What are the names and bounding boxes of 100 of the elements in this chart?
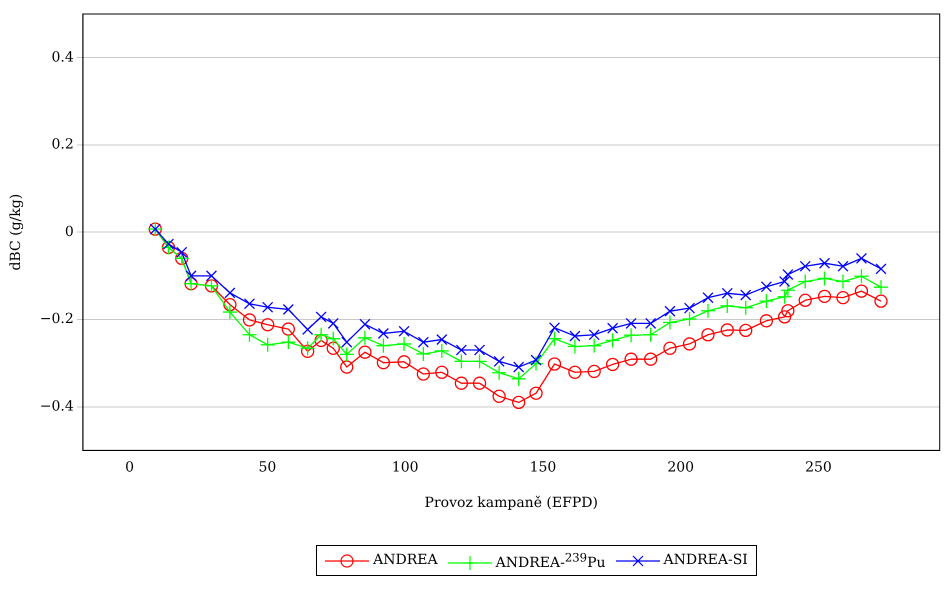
point — [472, 376, 486, 390]
point — [416, 367, 430, 381]
point — [644, 352, 658, 366]
point — [800, 260, 811, 272]
point — [569, 330, 580, 342]
point — [260, 337, 276, 352]
x-tick-label: 0 — [125, 459, 134, 476]
point — [357, 330, 373, 346]
point — [548, 322, 560, 334]
legend-label: ANDREA-$^{239}$Pu — [496, 550, 606, 571]
y-axis-title: dBC (g/kg) — [8, 194, 24, 271]
point — [530, 354, 542, 366]
point — [818, 290, 832, 303]
point — [340, 360, 354, 374]
point — [300, 340, 316, 356]
point — [760, 281, 772, 292]
point — [586, 338, 602, 354]
x-tick-label: 200 — [667, 459, 694, 476]
point — [739, 324, 752, 338]
point — [645, 318, 656, 330]
point — [280, 334, 296, 350]
point — [206, 270, 218, 282]
point — [873, 280, 889, 295]
point — [682, 337, 696, 351]
point — [262, 302, 274, 313]
point — [682, 311, 698, 327]
point — [339, 346, 354, 362]
point — [588, 364, 601, 378]
point — [548, 357, 562, 371]
point — [494, 356, 505, 367]
point — [474, 344, 486, 356]
point — [854, 284, 868, 298]
point — [436, 334, 448, 346]
point — [798, 274, 813, 290]
point — [282, 322, 295, 336]
point — [185, 270, 197, 282]
point — [282, 304, 294, 316]
point — [738, 300, 754, 316]
point — [416, 346, 432, 362]
point — [781, 304, 795, 318]
point — [818, 258, 830, 269]
legend-label: ANDREA-SI — [664, 552, 748, 568]
point — [222, 304, 238, 320]
point — [313, 327, 329, 342]
point — [874, 294, 888, 308]
point — [835, 274, 851, 290]
legend-label: ANDREA — [373, 552, 438, 568]
point — [700, 303, 716, 318]
point — [778, 310, 792, 324]
point — [758, 294, 774, 309]
x-tick-label: 250 — [805, 459, 832, 476]
point — [454, 376, 468, 390]
point — [664, 306, 676, 317]
y-tick-label: −0.4 — [40, 398, 74, 414]
x-axis-title: Provoz kampaně (EFPD) — [424, 495, 598, 512]
point — [588, 329, 600, 340]
point — [856, 252, 868, 264]
point — [396, 336, 412, 352]
point — [816, 270, 832, 286]
point — [778, 276, 790, 288]
point — [513, 361, 524, 373]
point — [376, 356, 390, 370]
point — [162, 238, 174, 250]
point — [224, 287, 236, 298]
point — [607, 322, 618, 334]
point — [398, 326, 410, 337]
point — [397, 355, 411, 368]
point — [491, 365, 507, 380]
point — [663, 342, 677, 355]
point — [511, 371, 526, 386]
point — [606, 358, 620, 372]
y-tick-label: 0 — [64, 224, 74, 240]
y-tick-label: 0.4 — [52, 49, 74, 66]
point — [568, 366, 582, 379]
point — [626, 318, 637, 330]
y-tick-label: −0.2 — [40, 311, 74, 328]
point — [854, 268, 870, 284]
point — [546, 331, 562, 346]
point — [701, 328, 715, 342]
point — [358, 346, 372, 359]
point — [782, 268, 794, 280]
point — [837, 260, 849, 272]
point — [242, 327, 258, 342]
point — [512, 396, 526, 410]
point — [702, 292, 714, 304]
point — [435, 366, 448, 379]
point — [454, 354, 470, 370]
point — [434, 343, 450, 359]
point — [376, 338, 392, 354]
point — [720, 298, 735, 314]
point — [328, 318, 339, 330]
point — [740, 289, 752, 301]
point — [836, 291, 850, 304]
point — [529, 386, 543, 400]
point — [492, 390, 506, 403]
point — [604, 332, 620, 348]
point — [244, 298, 256, 310]
x-tick-label: 50 — [258, 459, 276, 476]
point — [722, 288, 733, 299]
y-tick-label: 0.2 — [52, 136, 74, 153]
